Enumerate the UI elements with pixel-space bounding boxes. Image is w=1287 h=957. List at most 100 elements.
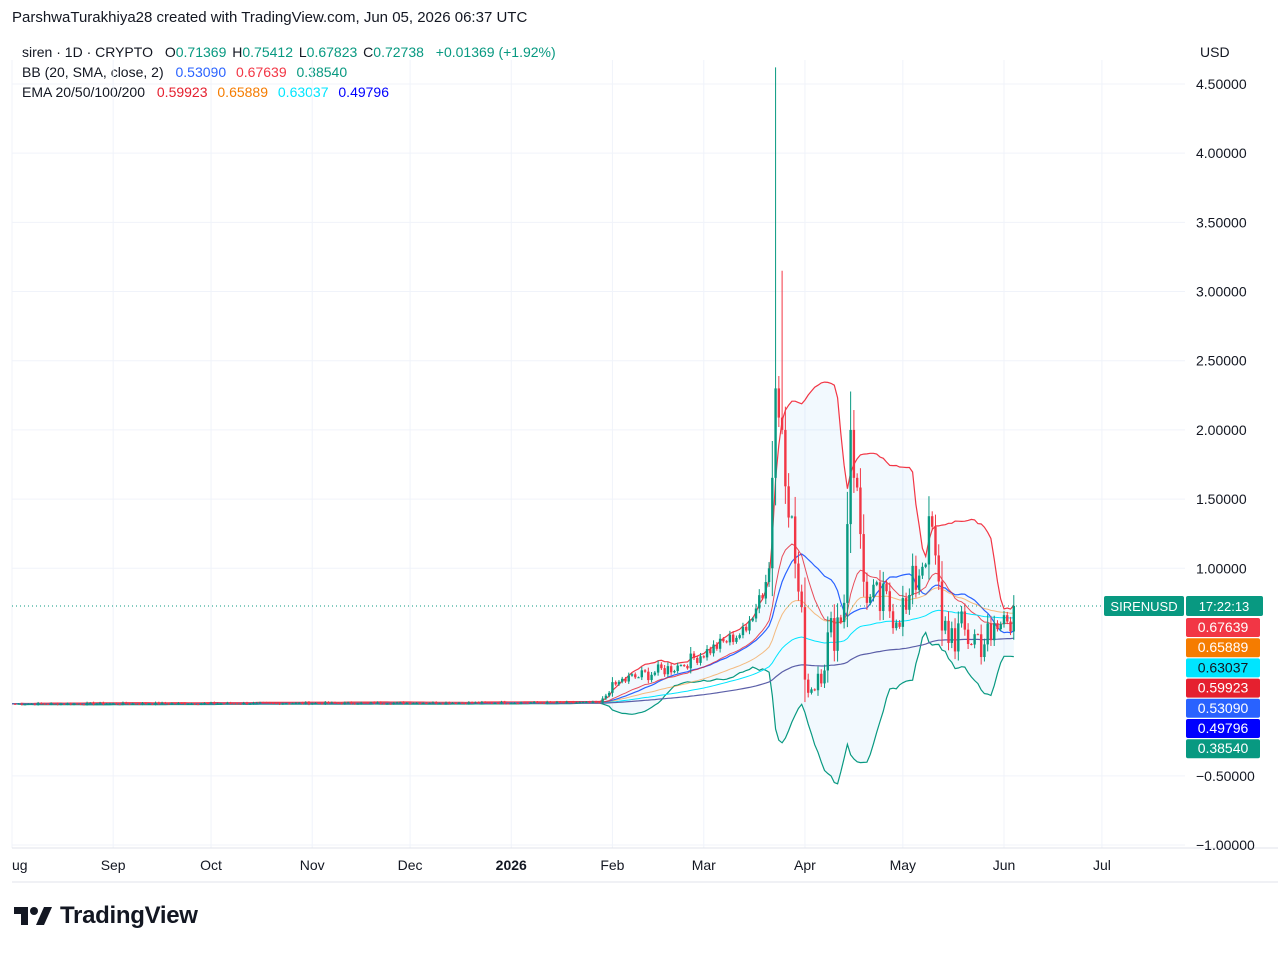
candles [14, 67, 1015, 706]
candle [888, 582, 891, 618]
candle-body [95, 703, 99, 705]
candle-body [193, 703, 196, 705]
candle-body [970, 643, 973, 645]
candle-body [803, 607, 807, 680]
candle-body [14, 703, 17, 705]
candle [121, 701, 125, 706]
candle [891, 603, 895, 634]
candle [986, 614, 989, 652]
candle [262, 701, 265, 704]
candle-body [878, 582, 882, 612]
candle-body [265, 702, 268, 704]
candle-body [311, 703, 314, 705]
candle-body [281, 703, 285, 705]
candle-body [705, 649, 709, 658]
candle-body [160, 702, 164, 704]
candle-body [813, 689, 816, 691]
legend-bb-label: BB (20, SMA, close, 2) [22, 64, 164, 80]
candle-body [157, 702, 161, 704]
y-axis-currency: USD [1200, 44, 1230, 60]
candle [36, 701, 40, 706]
candle-body [585, 701, 588, 703]
candle [944, 616, 947, 635]
candle [797, 551, 800, 601]
candle-body [523, 702, 526, 704]
candle-body [660, 664, 663, 669]
candle [252, 701, 255, 705]
candle-body [650, 674, 653, 681]
legend-bb-lower: 0.38540 [296, 64, 348, 80]
candle [686, 664, 689, 670]
candle-body [745, 626, 748, 631]
candle [448, 701, 451, 705]
candle [709, 646, 712, 656]
candle-body [474, 702, 477, 704]
candle [966, 623, 970, 649]
candle [170, 702, 174, 705]
candle [552, 701, 555, 704]
candle [402, 701, 405, 705]
candle-body [572, 701, 575, 703]
candle [643, 669, 647, 673]
candle [660, 662, 663, 670]
candle-body [771, 477, 774, 569]
candle-body [294, 702, 298, 704]
candle-body [621, 678, 624, 682]
candle-body [200, 703, 203, 705]
candle [506, 702, 510, 705]
candle [526, 702, 529, 704]
candle [555, 700, 559, 704]
y-tick-label: −1.00000 [1196, 837, 1255, 853]
candle-body [255, 702, 258, 704]
candle [839, 614, 843, 625]
candle [408, 701, 412, 705]
candle-body [973, 634, 976, 645]
tradingview-logo-text: TradingView [60, 902, 198, 929]
candle-body [696, 658, 699, 663]
candle-body [826, 632, 829, 671]
candle [441, 702, 444, 705]
candle-body [725, 641, 728, 643]
candle-body [784, 429, 787, 487]
x-tick-label: Nov [300, 857, 325, 873]
candle-body [418, 702, 422, 704]
candle-body [842, 602, 846, 623]
candle [758, 589, 761, 614]
candle-body [816, 673, 820, 691]
x-tick-label: Mar [692, 857, 716, 873]
candle [395, 701, 399, 704]
candle [85, 701, 89, 706]
candle-body [937, 555, 940, 582]
candle [761, 593, 764, 601]
tradingview-logo[interactable]: TradingView [14, 902, 198, 930]
candle [268, 701, 271, 704]
candle [418, 701, 422, 705]
candle-body [986, 623, 989, 645]
candle [976, 633, 980, 636]
candle [229, 701, 232, 705]
y-tick-label: 3.00000 [1196, 284, 1247, 300]
candle-body [428, 703, 431, 705]
candle [562, 701, 565, 704]
candle-body [823, 670, 826, 684]
candle-body [82, 704, 85, 706]
candle-body [764, 582, 767, 599]
candle-body [373, 702, 376, 704]
candle-body [862, 534, 865, 582]
price-tag-bg [1186, 718, 1260, 738]
candle [245, 701, 249, 705]
legend-low-label: L [298, 44, 307, 60]
x-tick-label: Jun [993, 857, 1016, 873]
candle-body [993, 623, 996, 641]
candle-body [154, 702, 157, 705]
candle [979, 624, 983, 665]
candle [249, 702, 252, 705]
candle [862, 514, 865, 597]
candle [914, 555, 918, 598]
candle-body [164, 702, 167, 704]
legend-ema20: 0.59923 [156, 84, 208, 100]
candle [291, 702, 294, 705]
candle-body [307, 702, 311, 704]
